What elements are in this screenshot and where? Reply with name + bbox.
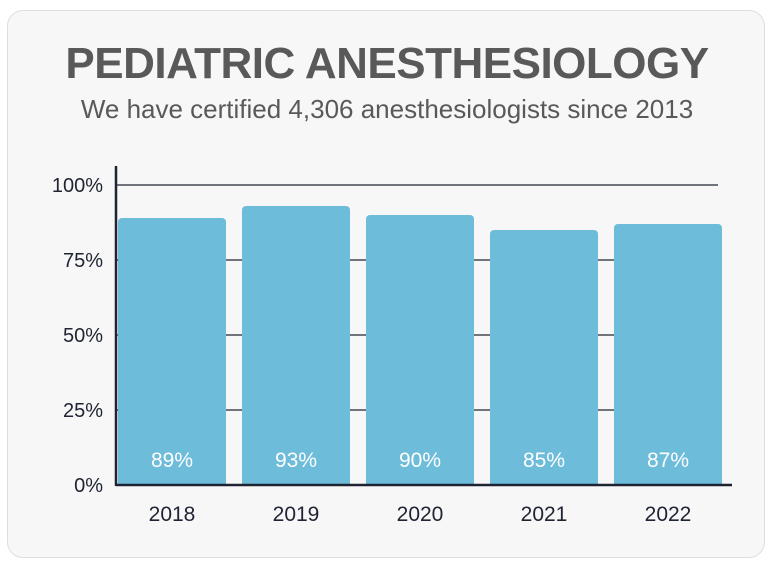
y-tick-label: 50% bbox=[63, 325, 103, 347]
y-tick-label: 0% bbox=[74, 475, 103, 497]
x-tick-label: 2021 bbox=[521, 503, 568, 526]
y-tick-label: 25% bbox=[63, 400, 103, 422]
labels: 0% 25% 50% 75% 100% 89% 2018 93% 2019 90% 2020 85% 2… bbox=[52, 175, 692, 526]
bar-2019 bbox=[242, 206, 350, 485]
chart-subtitle: We have certified 4,306 anesthesiologist… bbox=[80, 94, 694, 124]
data-label: 89% bbox=[151, 449, 193, 472]
data-label: 85% bbox=[523, 449, 565, 472]
data-label: 90% bbox=[399, 449, 441, 472]
bar-2020 bbox=[366, 215, 474, 485]
chart-title: PEDIATRIC ANESTHESIOLOGY bbox=[65, 39, 709, 88]
bar-base-2020 bbox=[366, 479, 474, 485]
x-tick-label: 2022 bbox=[645, 503, 692, 526]
data-label: 87% bbox=[647, 449, 689, 472]
bar-base-2019 bbox=[242, 479, 350, 485]
y-tick-label: 100% bbox=[52, 175, 103, 197]
bars bbox=[118, 206, 722, 485]
bar-base-2021 bbox=[490, 479, 598, 485]
x-tick-label: 2019 bbox=[273, 503, 320, 526]
axes bbox=[114, 166, 732, 487]
x-tick-label: 2020 bbox=[397, 503, 444, 526]
y-tick-label: 75% bbox=[63, 250, 103, 272]
bar-2021 bbox=[490, 230, 598, 485]
data-label: 93% bbox=[275, 449, 317, 472]
bar-base-2022 bbox=[614, 479, 722, 485]
bar-2022 bbox=[614, 224, 722, 485]
x-tick-label: 2018 bbox=[149, 503, 196, 526]
bar-base-2018 bbox=[118, 479, 226, 485]
bar-2018 bbox=[118, 218, 226, 485]
